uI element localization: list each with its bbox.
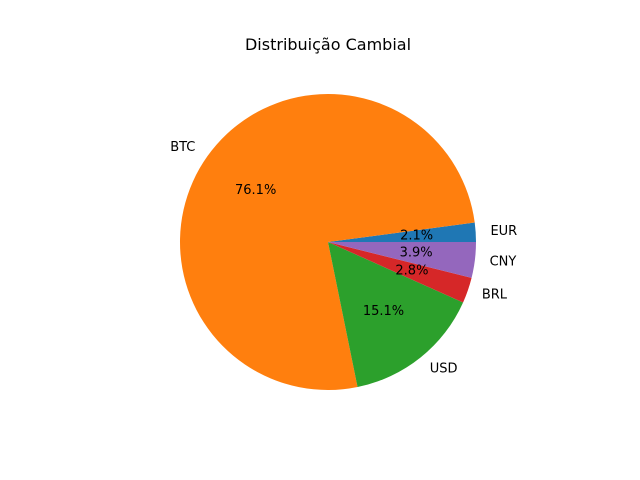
pct-label-eur: 2.1% (400, 229, 433, 244)
slice-label-cny: CNY (490, 254, 517, 269)
slice-label-eur: EUR (490, 224, 517, 239)
pie-slice-brl (328, 242, 472, 303)
pct-label-cny: 3.9% (400, 245, 433, 260)
pie-slices (179, 94, 476, 391)
pct-label-btc: 76.1% (235, 183, 276, 198)
chart-title: Distribuição Cambial (245, 35, 411, 54)
pie-slice-eur (328, 222, 476, 242)
pie-labels: EUR 2.1% BTC 76.1% USD 15.1% BRL 2.8% CNY 3.9% (170, 140, 517, 376)
pie-slice-usd (328, 242, 464, 388)
pct-label-usd: 15.1% (363, 304, 404, 319)
slice-label-brl: BRL (482, 288, 508, 303)
slice-label-usd: USD (430, 362, 458, 377)
pie-slice-btc (179, 94, 475, 391)
pie-slice-cny (328, 242, 476, 278)
slice-label-btc: BTC (170, 140, 195, 155)
pct-label-brl: 2.8% (395, 264, 428, 279)
